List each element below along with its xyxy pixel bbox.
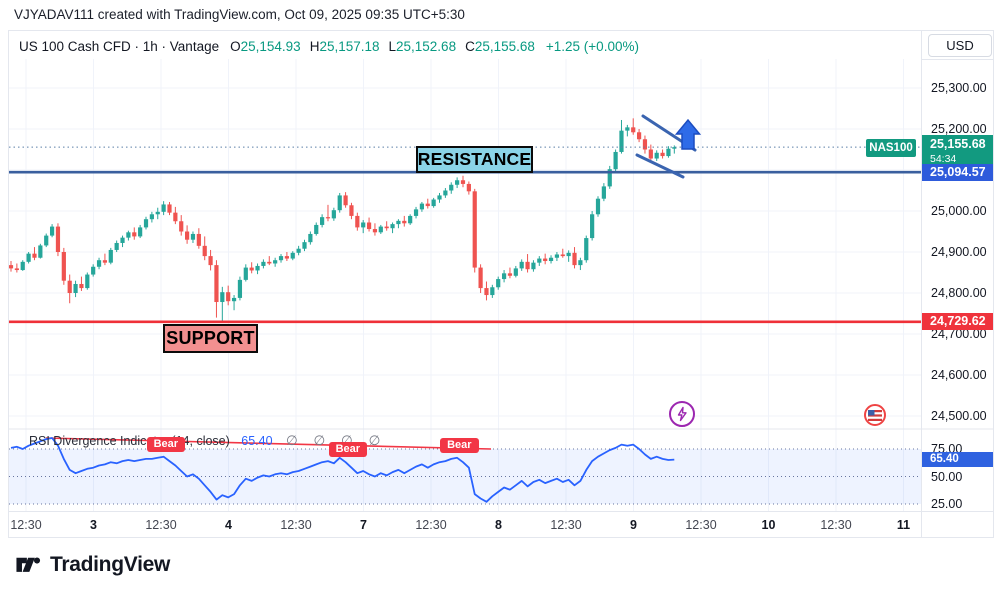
time-tick: 8 [495,518,502,532]
time-tick: 12:30 [280,518,312,532]
us-flag-icon [868,409,882,421]
high-label: H [309,39,320,54]
indicator-title[interactable]: RSI Divergence Indicator (14, close) [29,434,230,448]
price-tick: 24,800.00 [931,286,987,300]
chart-legend[interactable]: US 100 Cash CFD · 1h · Vantage O25,154.9… [19,39,639,54]
price-tick: 25,000.00 [931,204,987,218]
time-tick: 9 [630,518,637,532]
time-tick: 12:30 [685,518,717,532]
resistance-price-badge: 25,094.57 [922,164,993,181]
close-value: 25,155.68 [474,39,535,54]
attribution-text: VJYADAV111 created with TradingView.com,… [14,7,465,22]
close-label: C [465,39,475,54]
time-tick: 12:30 [145,518,177,532]
price-scale-separator [921,31,922,537]
last-price-value: 25,155.68 [930,137,986,151]
symbol-title[interactable]: US 100 Cash CFD · 1h · Vantage [19,39,220,54]
price-tick: 24,500.00 [931,409,987,423]
breakout-arrow [674,118,702,150]
price-tick: 25,300.00 [931,81,987,95]
time-tick: 3 [90,518,97,532]
bar-countdown: 54:34 [930,153,957,165]
time-tick: 12:30 [550,518,582,532]
time-tick: 12:30 [10,518,42,532]
open-value: 25,154.93 [240,39,301,54]
bear-divergence-badge: Bear [440,437,479,453]
support-annotation[interactable]: SUPPORT [163,324,258,353]
chart-area: US 100 Cash CFD · 1h · Vantage O25,154.9… [8,30,994,538]
price-scale-top-border [921,59,993,60]
indicator-value: 65.40 [241,434,273,448]
tradingview-footer[interactable]: TradingView [14,551,170,578]
price-tick: 25,200.00 [931,122,987,136]
price-tick: 24,900.00 [931,245,987,259]
bear-divergence-badge: Bear [146,436,186,452]
time-tick: 12:30 [820,518,852,532]
rsi-value-badge: 65.40 [922,452,993,467]
economic-event-icon[interactable] [669,401,695,427]
time-tick: 4 [225,518,232,532]
rsi-scale-tick: 25.00 [931,497,963,511]
price-tick: 24,700.00 [931,327,987,341]
time-axis-separator [9,511,993,512]
low-label: L [388,39,397,54]
bear-divergence-badge: Bear [328,442,368,458]
price-tick: 24,600.00 [931,368,987,382]
time-tick: 12:30 [415,518,447,532]
high-value: 25,157.18 [319,39,380,54]
low-value: 25,152.68 [396,39,457,54]
currency-button[interactable]: USD [928,34,992,57]
lightning-icon [677,406,687,422]
tradingview-logo-icon [16,557,41,572]
change-value: +1.25 (+0.00%) [545,39,639,54]
resistance-annotation[interactable]: RESISTANCE [416,146,533,173]
price-chart-canvas[interactable] [9,31,994,538]
last-price-badge: 25,155.68 54:34 [922,135,993,166]
time-tick: 10 [761,518,776,532]
tradingview-logo-text: TradingView [50,552,171,576]
time-tick: 7 [360,518,367,532]
open-label: O [230,39,241,54]
support-price-badge: 24,729.62 [922,313,993,330]
rsi-scale-tick: 50.00 [931,469,963,484]
time-tick: 11 [896,518,911,532]
symbol-price-flag: NAS100 [866,139,916,157]
us-economic-event-icon[interactable] [864,404,886,426]
